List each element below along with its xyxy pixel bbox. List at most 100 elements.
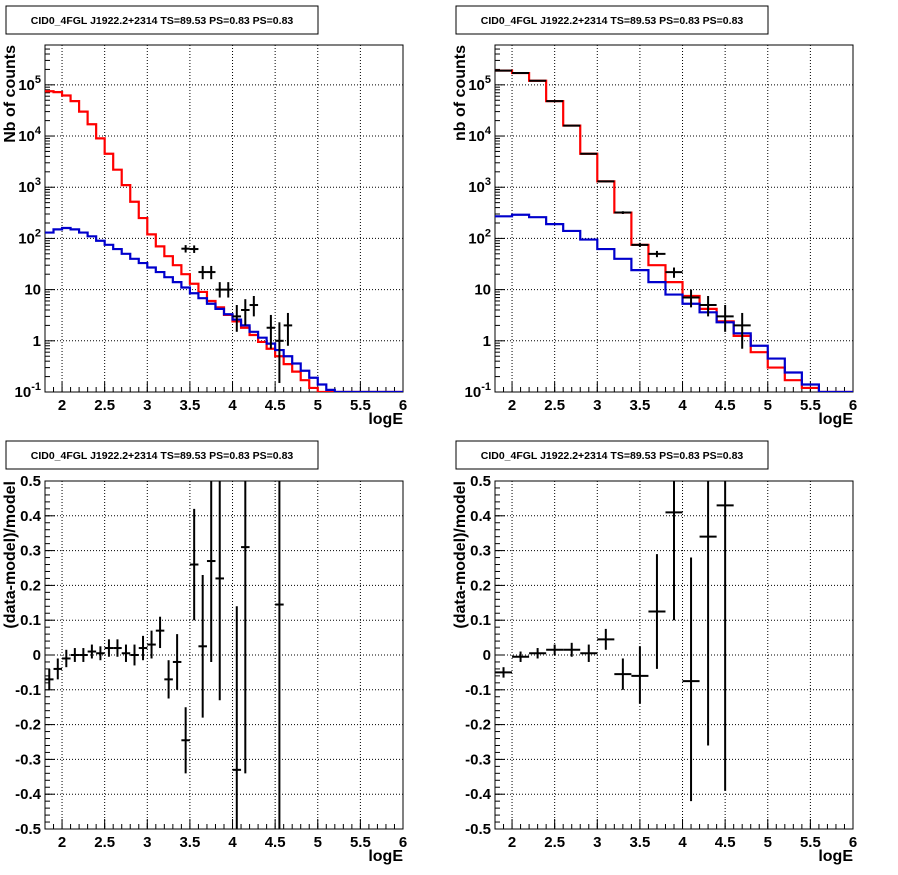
data-point	[614, 211, 632, 214]
x-tick-label: 3.5	[179, 834, 200, 851]
y-tick-base: 10	[468, 230, 485, 247]
title-text: CID0_4FGL J1922.2+2314 TS=89.53 PS=0.83 …	[481, 450, 744, 462]
y-tick-exponent: -1	[31, 381, 41, 393]
data-point	[70, 648, 80, 662]
x-axis: 2 2.5 3 3.5 4 4.5 5 5.5 6	[44, 819, 407, 851]
y-tick-label: 105	[18, 74, 41, 94]
x-tick-label: 2	[58, 834, 66, 851]
data-point	[45, 668, 54, 690]
data-point	[104, 639, 114, 657]
y-tick-exponent: 5	[35, 74, 41, 86]
histogram-series-1	[495, 69, 853, 392]
data-point	[189, 245, 199, 253]
chart-title: CID0_4FGL J1922.2+2314 TS=89.53 PS=0.83 …	[5, 440, 319, 470]
y-tick-exponent: -1	[481, 381, 491, 393]
y-tick-label: 0	[33, 647, 41, 664]
y-tick-exponent: 5	[485, 74, 491, 86]
x-tick-label: 2.5	[544, 397, 565, 414]
data-point	[580, 152, 598, 155]
data-point	[512, 651, 530, 662]
data-point	[87, 644, 97, 659]
grid	[495, 45, 853, 392]
data-point	[495, 667, 513, 678]
title-text: CID0_4FGL J1922.2+2314 TS=89.53 PS=0.83 …	[481, 15, 744, 27]
data-point	[563, 124, 581, 127]
data-point	[113, 639, 122, 657]
chart-panel-3: 2 2.5 3 3.5 4 4.5 5 5.5 6logE-0.5-0.4-0.3-0.2-0.…	[2, 440, 407, 865]
data-point	[283, 312, 293, 346]
y-tick-base: 10	[468, 128, 485, 145]
data-point	[631, 242, 649, 247]
data-point	[96, 646, 105, 661]
x-tick-label: 6	[849, 397, 857, 414]
y-tick-label: 0.1	[20, 612, 41, 629]
x-tick-label: 5.5	[350, 397, 371, 414]
x-tick-label: 5	[314, 834, 322, 851]
data-point	[79, 648, 88, 662]
data-point	[699, 481, 717, 746]
data-point	[53, 658, 63, 680]
y-tick-label: 103	[18, 176, 41, 196]
plot-area	[495, 69, 853, 392]
data-point	[121, 644, 131, 662]
x-axis: 2 2.5 3 3.5 4 4.5 5 5.5 6	[494, 382, 857, 414]
x-tick-label: 3.5	[629, 834, 650, 851]
data-point	[224, 282, 233, 298]
y-tick-label: 105	[468, 74, 491, 94]
data-point	[716, 305, 734, 332]
data-point	[241, 481, 250, 774]
data-point	[198, 265, 207, 280]
y-tick-exponent: 4	[35, 125, 42, 137]
histogram-series-1	[45, 90, 403, 392]
y-tick-label: 1	[33, 333, 41, 350]
grid	[45, 45, 403, 392]
data-point	[206, 265, 216, 280]
data-point	[138, 635, 148, 661]
data-point	[198, 574, 207, 718]
histogram-series-2	[45, 226, 403, 392]
data-point	[241, 299, 250, 326]
data-point	[172, 634, 182, 690]
plot-area	[45, 481, 284, 829]
data-point	[665, 481, 683, 621]
plot-frame	[44, 480, 404, 830]
x-tick-label: 2.5	[94, 834, 115, 851]
data-point	[648, 250, 666, 258]
x-tick-label: 6	[399, 834, 407, 851]
y-tick-label: 0.2	[20, 577, 41, 594]
y-tick-base: 10	[465, 384, 482, 401]
y-tick-label: -0.1	[465, 682, 491, 699]
data-point	[147, 630, 156, 659]
x-tick-label: 6	[399, 397, 407, 414]
x-tick-label: 2.5	[94, 397, 115, 414]
x-tick-label: 3	[143, 834, 151, 851]
x-axis: 2 2.5 3 3.5 4 4.5 5 5.5 6	[44, 382, 407, 414]
x-axis-label: logE	[818, 848, 853, 865]
y-tick-label: 0.5	[20, 473, 41, 490]
data-point	[249, 296, 259, 317]
x-tick-label: 4	[678, 397, 687, 414]
data-point	[181, 245, 190, 253]
y-tick-label: 0.4	[20, 508, 42, 525]
data-point	[648, 554, 666, 669]
chart-title: CID0_4FGL J1922.2+2314 TS=89.53 PS=0.83 …	[455, 5, 769, 35]
data-point	[206, 481, 216, 662]
data-points	[181, 245, 293, 383]
x-tick-label: 2.5	[544, 834, 565, 851]
data-point	[529, 648, 547, 659]
histogram-series-2	[495, 213, 853, 392]
y-tick-exponent: 3	[35, 176, 41, 188]
y-tick-label: 10-1	[465, 381, 491, 401]
y-tick-label: 0.2	[470, 577, 491, 594]
data-point	[580, 644, 598, 662]
y-tick-label: 1	[483, 333, 491, 350]
x-tick-label: 4	[678, 834, 687, 851]
data-point	[130, 644, 139, 666]
data-point	[614, 658, 632, 690]
title-text: CID0_4FGL J1922.2+2314 TS=89.53 PS=0.83 …	[31, 450, 294, 462]
x-tick-label: 5.5	[800, 834, 821, 851]
x-tick-label: 4	[228, 834, 237, 851]
chart-panel-1: 2 2.5 3 3.5 4 4.5 5 5.5 6logE10-1110102103104105…	[2, 5, 407, 428]
x-tick-label: 3	[143, 397, 151, 414]
